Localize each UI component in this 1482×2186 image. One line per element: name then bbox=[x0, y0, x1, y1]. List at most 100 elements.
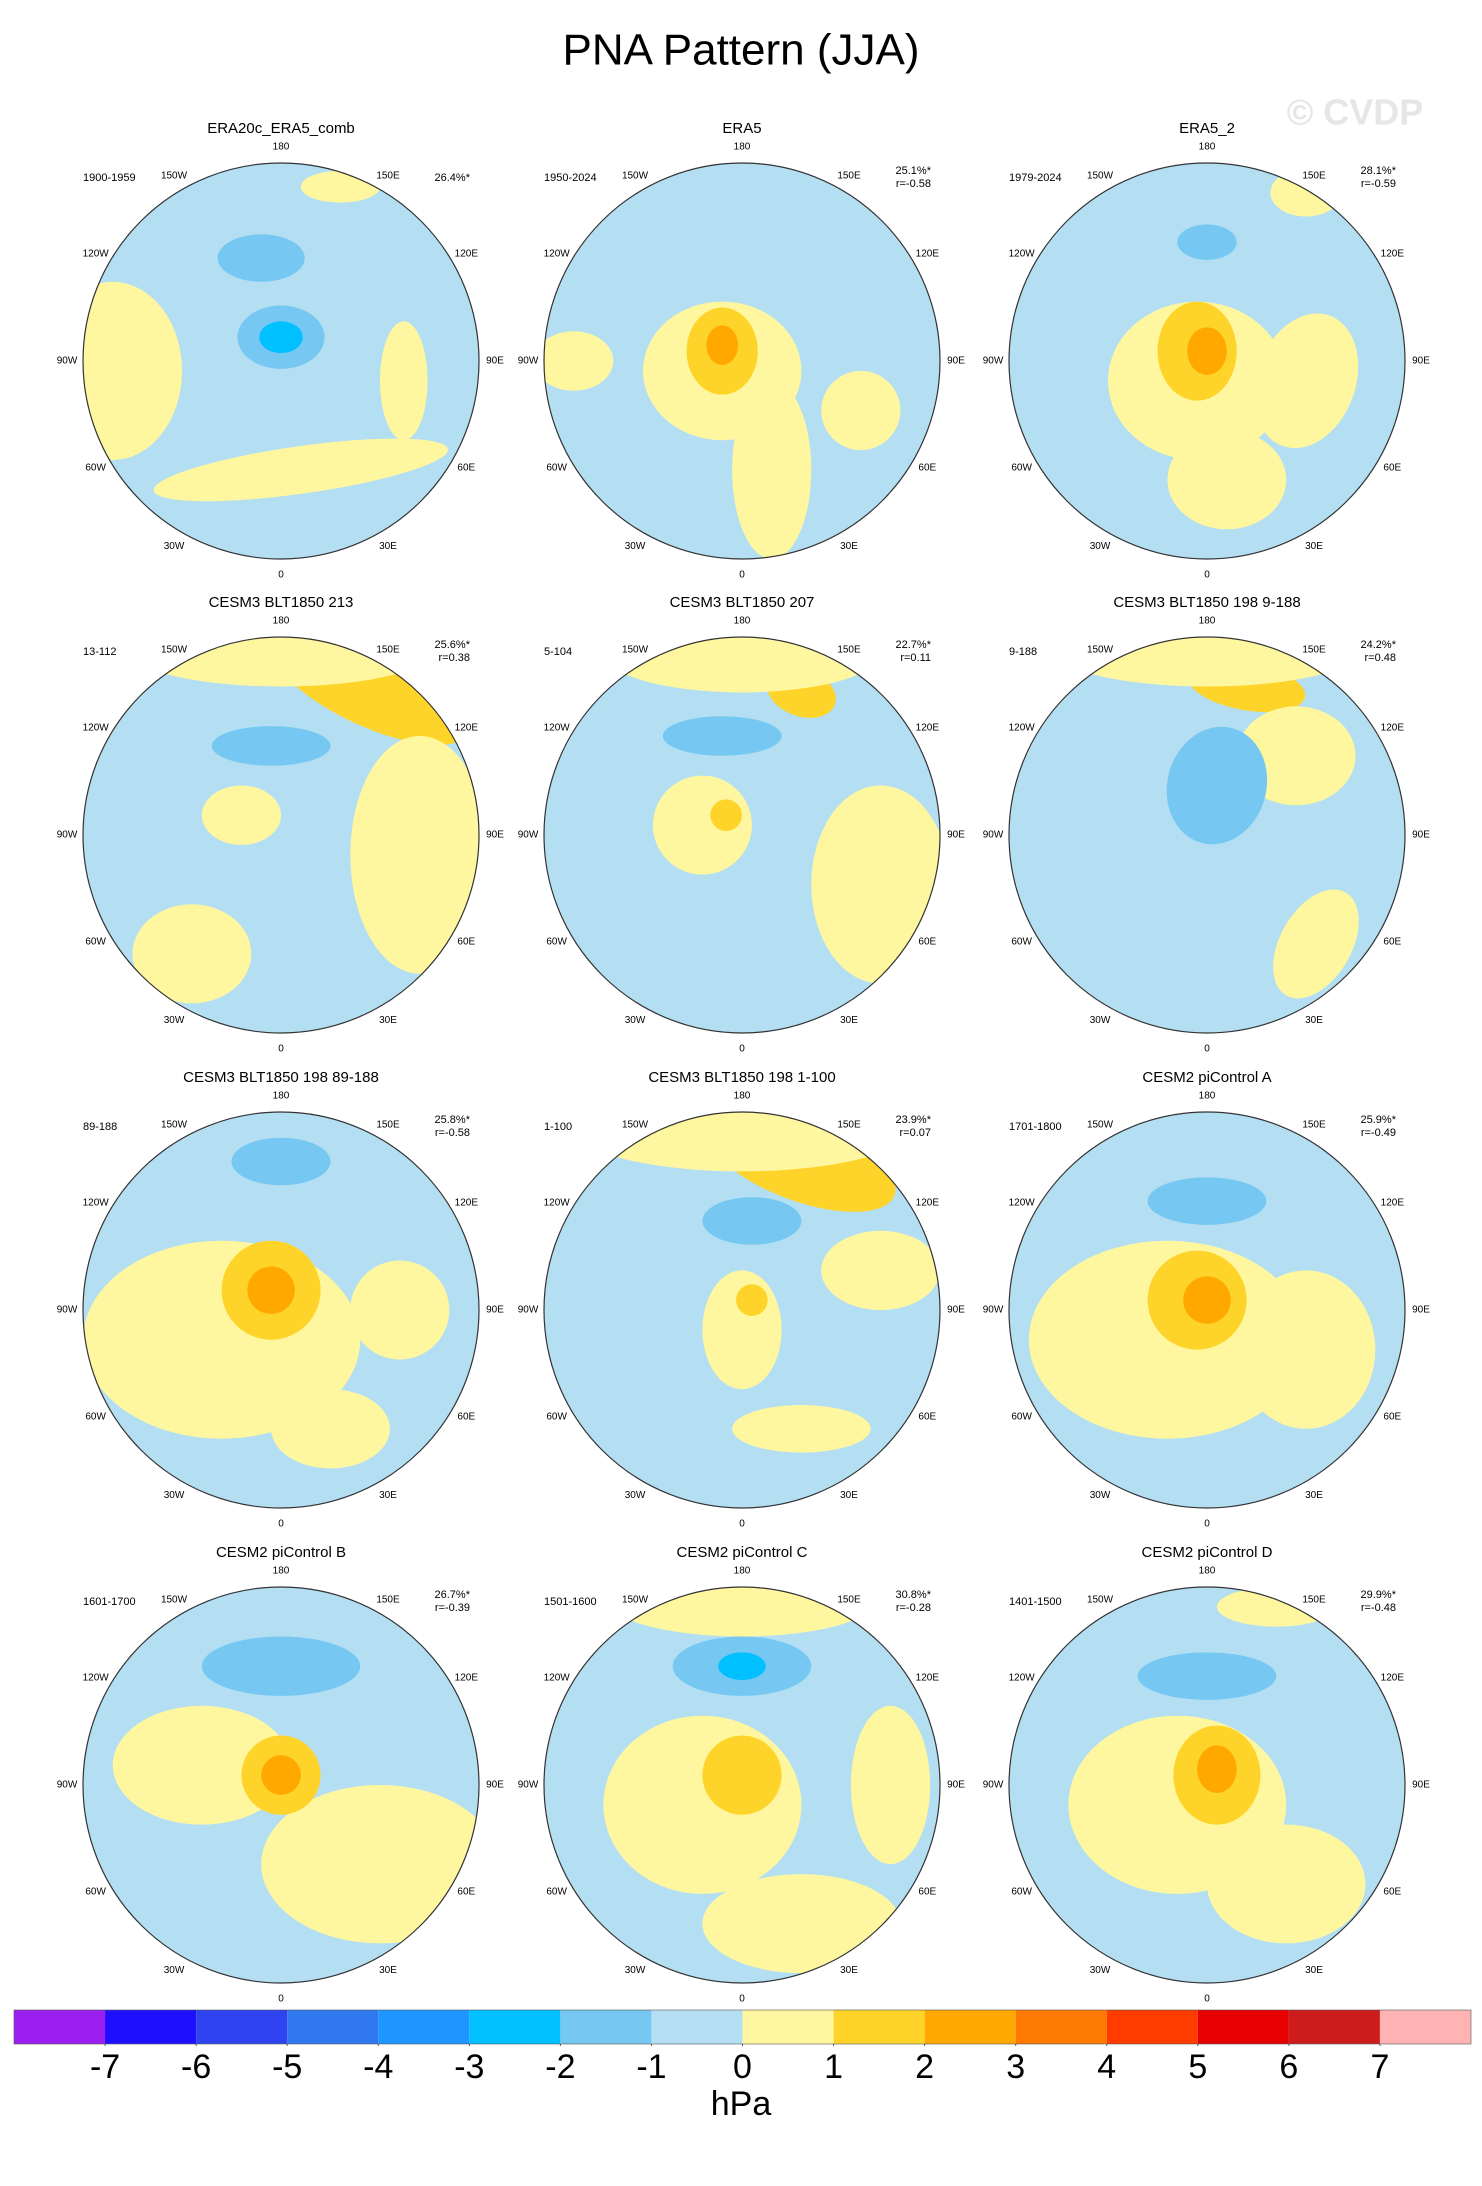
longitude-label: 30W bbox=[164, 541, 185, 552]
longitude-label: 30E bbox=[840, 1015, 858, 1026]
anomaly-region bbox=[1187, 327, 1227, 375]
map-field bbox=[83, 1112, 479, 1508]
longitude-label: 180 bbox=[734, 1566, 751, 1577]
panel-variance: 26.4%* bbox=[435, 172, 471, 184]
longitude-label: 30E bbox=[840, 541, 858, 552]
colorbar-tick-label: -2 bbox=[545, 2048, 575, 2086]
map-panel: CESM2 piControl B 1601-1700 26.7%*r=-0.39 1… bbox=[57, 1544, 505, 2005]
panel-title: CESM3 BLT1850 198 1-100 bbox=[648, 1069, 835, 1086]
longitude-label: 60E bbox=[1383, 463, 1401, 474]
colorbar-swatch bbox=[196, 2010, 288, 2044]
longitude-label: 90W bbox=[518, 830, 539, 841]
anomaly-region bbox=[132, 904, 252, 1004]
panel-variance: 28.1%* bbox=[1361, 165, 1397, 177]
longitude-label: 90W bbox=[57, 1305, 78, 1316]
longitude-label: 90W bbox=[983, 830, 1004, 841]
map-field bbox=[544, 163, 940, 559]
panel-variance: 25.6%* bbox=[435, 639, 471, 651]
colorbar-tick-label: -1 bbox=[636, 2048, 666, 2086]
colorbar-tick-label: 2 bbox=[915, 2048, 934, 2086]
longitude-label: 180 bbox=[734, 142, 751, 153]
map-field bbox=[544, 637, 940, 1033]
longitude-label: 90E bbox=[486, 1305, 504, 1316]
anomaly-region bbox=[732, 380, 812, 559]
map-border bbox=[82, 162, 480, 560]
colorbar-tick-label: -5 bbox=[272, 2048, 302, 2086]
longitude-label: 90W bbox=[983, 1305, 1004, 1316]
anomaly-region bbox=[201, 785, 281, 845]
longitude-label: 60W bbox=[546, 937, 567, 948]
longitude-label: 150E bbox=[837, 1119, 861, 1130]
longitude-label: 60W bbox=[1011, 463, 1032, 474]
panel-period: 1900-1959 bbox=[83, 172, 136, 184]
map-border bbox=[543, 1586, 941, 1984]
longitude-label: 30E bbox=[840, 1965, 858, 1976]
colorbar-swatch bbox=[560, 2010, 652, 2044]
panel-period: 5-104 bbox=[544, 646, 572, 658]
anomaly-region bbox=[821, 1230, 940, 1310]
longitude-label: 90E bbox=[486, 356, 504, 367]
longitude-label: 90W bbox=[518, 1305, 539, 1316]
longitude-label: 60W bbox=[85, 463, 106, 474]
panel-correlation: r=0.38 bbox=[439, 652, 471, 664]
panel-period: 89-188 bbox=[83, 1121, 117, 1133]
panel-correlation: r=-0.58 bbox=[896, 178, 931, 190]
longitude-label: 90W bbox=[57, 1780, 78, 1791]
anomaly-region bbox=[231, 1137, 331, 1186]
longitude-label: 60W bbox=[546, 1412, 567, 1423]
longitude-label: 90E bbox=[947, 830, 965, 841]
panel-title: ERA5 bbox=[722, 120, 761, 137]
longitude-label: 30W bbox=[164, 1490, 185, 1501]
longitude-label: 150W bbox=[161, 170, 188, 181]
panel-title: CESM2 piControl A bbox=[1142, 1069, 1271, 1086]
longitude-label: 0 bbox=[1204, 1519, 1210, 1530]
anomaly-region bbox=[380, 321, 428, 441]
map-panel: CESM2 piControl D 1401-1500 29.9%*r=-0.48 1… bbox=[983, 1544, 1431, 2005]
colorbar-tick-label: -3 bbox=[454, 2048, 484, 2086]
longitude-label: 60W bbox=[85, 1412, 106, 1423]
anomaly-region bbox=[603, 1587, 881, 1637]
longitude-label: 60E bbox=[918, 1887, 936, 1898]
anomaly-region bbox=[1137, 1652, 1277, 1700]
panel-variance: 23.9%* bbox=[896, 1114, 932, 1126]
longitude-label: 60E bbox=[457, 463, 475, 474]
longitude-label: 60W bbox=[1011, 937, 1032, 948]
map-panel: CESM3 BLT1850 207 5-104 22.7%*r=0.11 180 150… bbox=[518, 594, 966, 1055]
map-border bbox=[82, 636, 480, 1034]
longitude-label: 30E bbox=[379, 541, 397, 552]
longitude-label: 0 bbox=[278, 1519, 284, 1530]
longitude-label: 60E bbox=[918, 463, 936, 474]
longitude-label: 120W bbox=[544, 723, 571, 734]
longitude-label: 150E bbox=[376, 170, 400, 181]
longitude-label: 180 bbox=[1199, 616, 1216, 627]
longitude-label: 180 bbox=[273, 142, 290, 153]
longitude-label: 60W bbox=[1011, 1887, 1032, 1898]
map-panel: CESM2 piControl A 1701-1800 25.9%*r=-0.49 1… bbox=[983, 1069, 1431, 1530]
panel-title: CESM2 piControl C bbox=[677, 1544, 808, 1561]
longitude-label: 60E bbox=[918, 1412, 936, 1423]
longitude-label: 150E bbox=[1302, 170, 1326, 181]
longitude-label: 150W bbox=[161, 1119, 188, 1130]
longitude-label: 30E bbox=[379, 1490, 397, 1501]
colorbar-swatch bbox=[105, 2010, 197, 2044]
longitude-label: 150E bbox=[1302, 1594, 1326, 1605]
anomaly-region bbox=[1183, 1276, 1231, 1324]
longitude-label: 90E bbox=[947, 1780, 965, 1791]
longitude-label: 120E bbox=[916, 1673, 940, 1684]
longitude-label: 120E bbox=[1381, 249, 1405, 260]
anomaly-region bbox=[261, 1755, 301, 1795]
anomaly-region bbox=[1166, 726, 1268, 845]
panel-period: 13-112 bbox=[83, 646, 116, 658]
longitude-label: 120E bbox=[455, 1198, 479, 1209]
anomaly-region bbox=[247, 1266, 295, 1314]
anomaly-region bbox=[718, 1652, 766, 1681]
anomaly-region bbox=[1167, 430, 1287, 530]
anomaly-region bbox=[662, 716, 782, 756]
longitude-label: 120W bbox=[1009, 1198, 1036, 1209]
longitude-label: 30W bbox=[625, 541, 646, 552]
anomaly-region bbox=[1048, 637, 1366, 687]
panel-period: 1979-2024 bbox=[1009, 172, 1062, 184]
longitude-label: 0 bbox=[1204, 1994, 1210, 2005]
anomaly-region bbox=[1147, 1177, 1267, 1225]
anomaly-region bbox=[211, 726, 331, 766]
